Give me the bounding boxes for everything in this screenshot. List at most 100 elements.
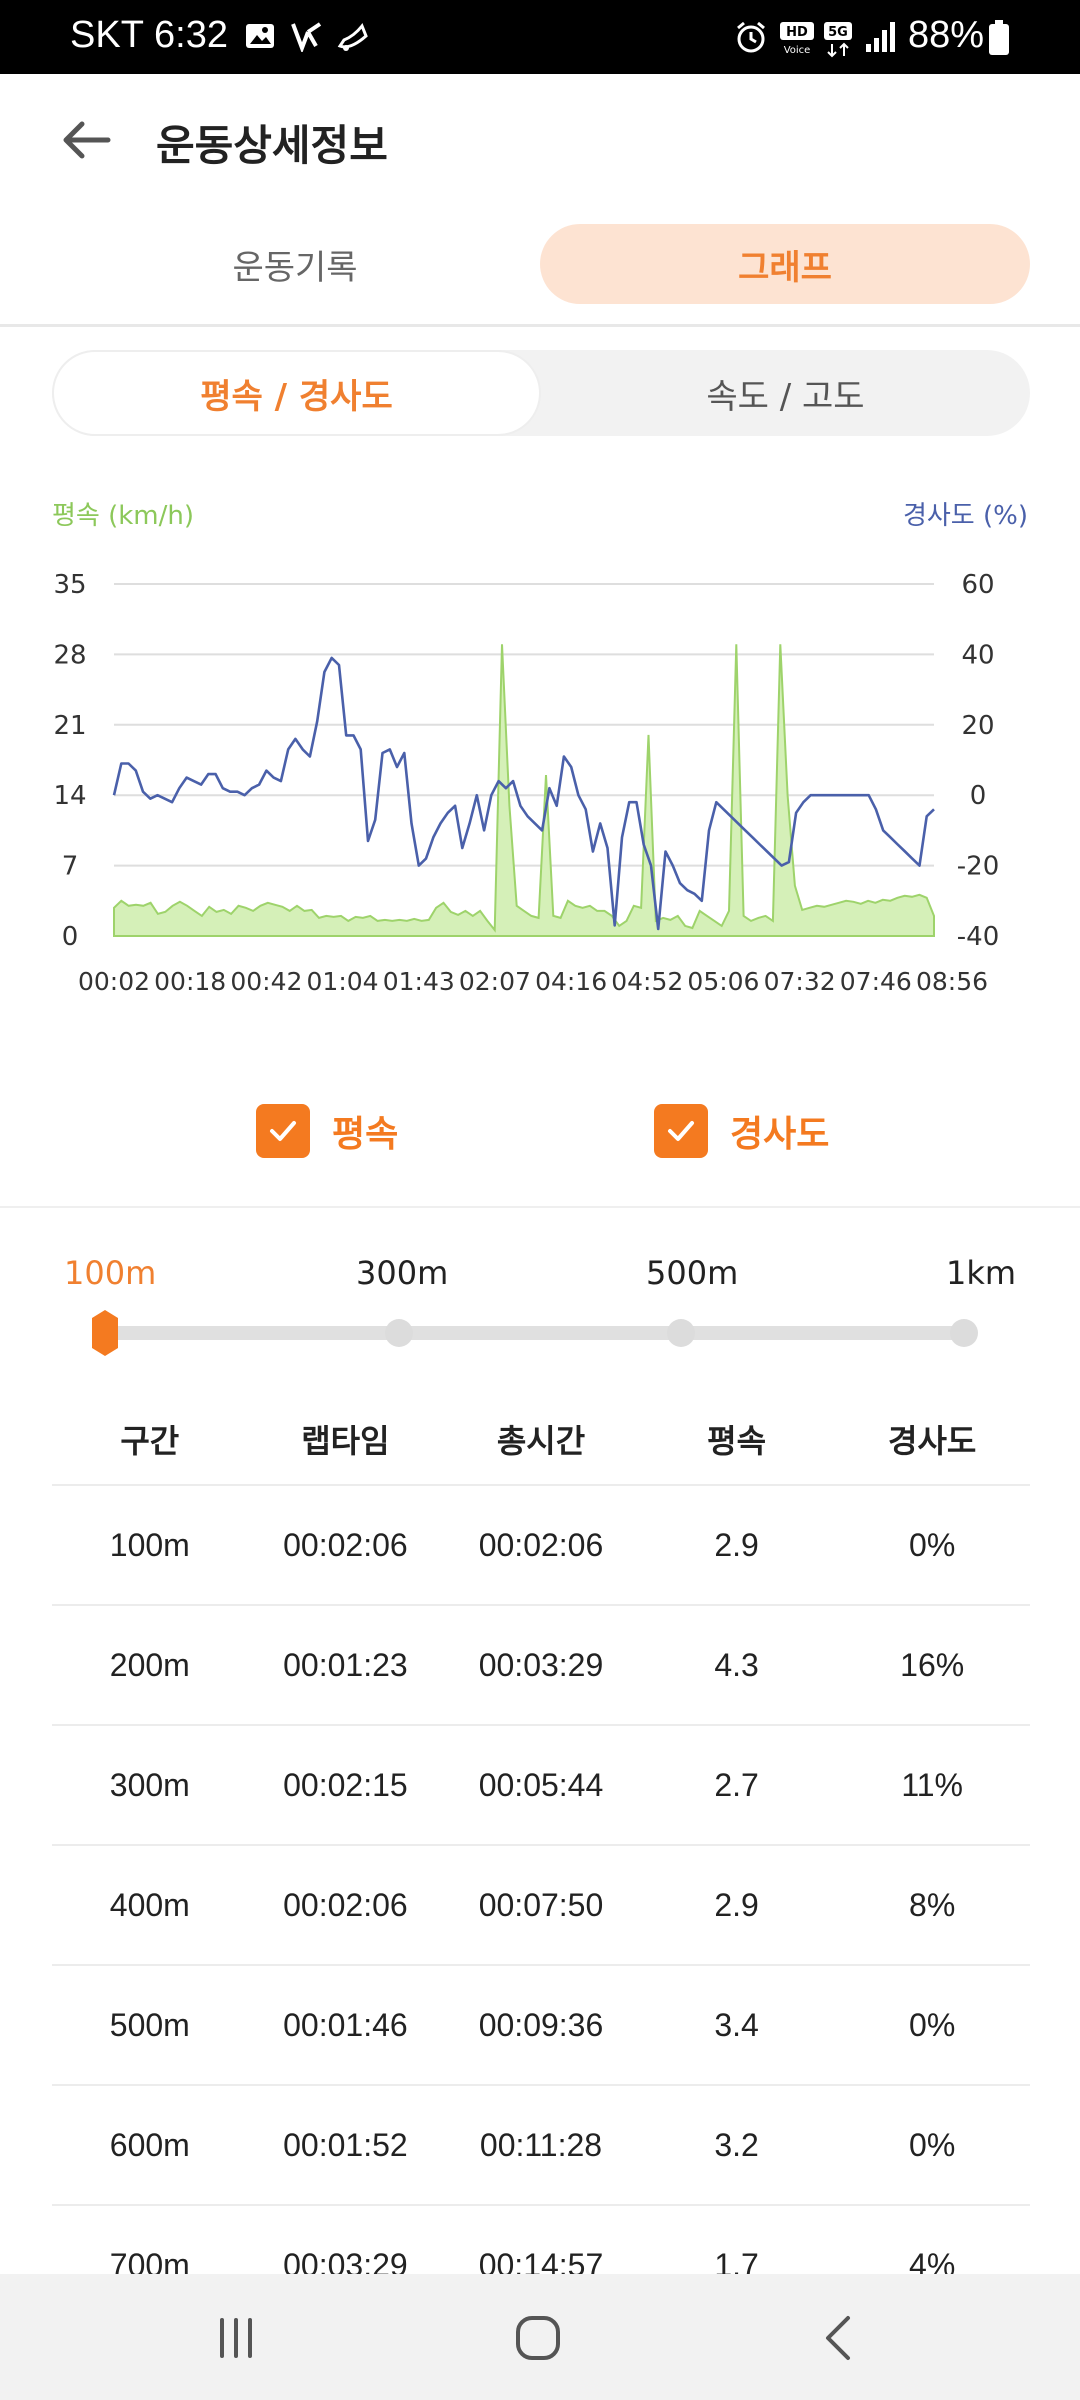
cell-avg-speed: 2.7 bbox=[714, 1766, 759, 1803]
speed-series bbox=[113, 644, 935, 937]
subtab-speed-altitude[interactable]: 속도 / 고도 bbox=[706, 376, 865, 417]
x-tick-label: 00:18 bbox=[154, 967, 226, 996]
checkmark-icon bbox=[668, 1121, 694, 1141]
right-axis-ticks: 60 40 20 0 -20 -40 bbox=[957, 570, 999, 952]
cell-avg-speed: 4.3 bbox=[714, 1646, 759, 1683]
cell-slope: 16% bbox=[900, 1646, 965, 1683]
svg-text:Voice: Voice bbox=[784, 45, 811, 56]
hd-voice-icon: HD Voice bbox=[780, 22, 814, 56]
table-row: 400m 00:02:06 00:07:50 2.9 8% bbox=[52, 1846, 1030, 1966]
subtab-speed-slope[interactable]: 평속 / 경사도 bbox=[52, 350, 541, 436]
chart-svg: 평속 (km/h) 경사도 (%) 35 28 21 14 7 0 60 40 20 0 -20 -… bbox=[52, 501, 1028, 996]
cell-slope: 0% bbox=[909, 2006, 956, 2043]
speed-toggle-label: 평속 bbox=[332, 1114, 399, 1155]
cell-avg-speed: 2.9 bbox=[714, 1886, 759, 1923]
cell-total-time: 00:09:36 bbox=[478, 2006, 604, 2043]
network-5g-icon: 5G bbox=[824, 22, 852, 58]
cell-lap-time: 00:02:06 bbox=[283, 1886, 408, 1923]
slider-stop-500m[interactable] bbox=[667, 1319, 695, 1347]
table-row: 300m 00:02:15 00:05:44 2.7 11% bbox=[52, 1726, 1030, 1846]
tabs-divider bbox=[0, 324, 1080, 327]
svg-text:HD: HD bbox=[786, 25, 808, 40]
col-header-total-time: 총시간 bbox=[496, 1422, 586, 1460]
speed-area bbox=[113, 644, 935, 937]
cell-lap-time: 00:01:52 bbox=[283, 2126, 408, 2163]
slider-stop-300m[interactable] bbox=[385, 1319, 413, 1347]
x-tick-label: 00:42 bbox=[230, 967, 302, 996]
app-header: 운동상세정보 bbox=[0, 74, 1080, 212]
left-tick-label: 14 bbox=[53, 781, 86, 811]
right-tick-label: -20 bbox=[957, 852, 999, 882]
x-tick-label: 04:52 bbox=[611, 967, 683, 996]
cell-total-time: 00:07:50 bbox=[478, 1886, 604, 1923]
clock: 6:32 bbox=[154, 14, 228, 56]
tab-exercise-records[interactable]: 운동기록 bbox=[232, 247, 358, 288]
tab-graph[interactable]: 그래프 bbox=[540, 224, 1030, 304]
slope-toggle[interactable]: 경사도 bbox=[654, 1102, 829, 1160]
x-tick-label: 05:06 bbox=[687, 967, 759, 996]
distance-option-300m[interactable]: 300m bbox=[356, 1254, 449, 1292]
cell-total-time: 00:02:06 bbox=[478, 1526, 604, 1563]
lap-table: 구간 랩타임 총시간 평속 경사도 100m 00:02:06 00:02:06… bbox=[52, 1394, 1030, 2326]
slope-line bbox=[112, 656, 935, 931]
table-header: 구간 랩타임 총시간 평속 경사도 bbox=[52, 1394, 1030, 1486]
recent-apps-icon[interactable] bbox=[206, 2310, 266, 2366]
right-tick-label: -40 bbox=[957, 922, 999, 952]
left-axis-ticks: 35 28 21 14 7 0 bbox=[53, 570, 86, 952]
table-row: 500m 00:01:46 00:09:36 3.4 0% bbox=[52, 1966, 1030, 2086]
battery-percent: 88% bbox=[908, 14, 985, 56]
x-tick-label: 04:16 bbox=[535, 967, 607, 996]
distance-option-100m[interactable]: 100m bbox=[64, 1254, 157, 1292]
right-tick-label: 0 bbox=[970, 781, 987, 811]
cell-lap-time: 00:01:23 bbox=[283, 1646, 408, 1683]
carrier-label: SKT bbox=[70, 14, 144, 56]
left-axis-label: 평속 (km/h) bbox=[52, 501, 194, 531]
speed-toggle[interactable]: 평속 bbox=[256, 1102, 398, 1160]
chart-grid bbox=[114, 583, 934, 937]
cell-section: 300m bbox=[109, 1766, 190, 1803]
cell-total-time: 00:11:28 bbox=[479, 2126, 603, 2163]
cell-total-time: 00:03:29 bbox=[478, 1646, 604, 1683]
speed-checkbox[interactable] bbox=[256, 1104, 310, 1158]
back-arrow-icon[interactable] bbox=[58, 112, 114, 168]
cell-section: 600m bbox=[109, 2126, 190, 2163]
col-header-lap-time: 랩타임 bbox=[301, 1422, 390, 1460]
cell-slope: 8% bbox=[909, 1886, 956, 1923]
distance-option-500m[interactable]: 500m bbox=[646, 1254, 739, 1292]
x-tick-label: 08:56 bbox=[916, 967, 988, 996]
home-icon[interactable] bbox=[508, 2310, 568, 2366]
section-divider bbox=[0, 1206, 1080, 1208]
left-tick-label: 21 bbox=[53, 711, 86, 741]
cell-lap-time: 00:02:15 bbox=[283, 1766, 408, 1803]
cell-section: 100m bbox=[109, 1526, 190, 1563]
left-tick-label: 7 bbox=[62, 852, 79, 882]
page-title: 운동상세정보 bbox=[156, 121, 388, 170]
x-tick-label: 00:02 bbox=[78, 967, 150, 996]
battery-icon bbox=[989, 20, 1009, 55]
status-bar: SKT 6:32 HD Voice 5G 88% bbox=[0, 0, 1080, 74]
cell-total-time: 00:05:44 bbox=[478, 1766, 604, 1803]
table-row: 100m 00:02:06 00:02:06 2.9 0% bbox=[52, 1486, 1030, 1606]
slider-stop-1km[interactable] bbox=[950, 1319, 978, 1347]
cell-slope: 0% bbox=[909, 1526, 956, 1563]
distance-slider-thumb[interactable] bbox=[88, 1310, 122, 1356]
table-row: 600m 00:01:52 00:11:28 3.2 0% bbox=[52, 2086, 1030, 2206]
alarm-icon bbox=[737, 21, 765, 53]
back-nav-icon[interactable] bbox=[810, 2310, 870, 2366]
cell-avg-speed: 3.4 bbox=[714, 2006, 759, 2043]
cell-lap-time: 00:01:46 bbox=[283, 2006, 408, 2043]
col-header-avg-speed: 평속 bbox=[707, 1422, 767, 1460]
graph-subtabs: 평속 / 경사도 속도 / 고도 bbox=[52, 350, 1030, 436]
speed-slope-chart: 평속 (km/h) 경사도 (%) 35 28 21 14 7 0 60 40 20 0 -20 -… bbox=[0, 490, 1080, 1010]
distance-slider-track[interactable] bbox=[104, 1326, 964, 1340]
x-tick-label: 07:32 bbox=[764, 967, 836, 996]
distance-option-1km[interactable]: 1km bbox=[946, 1254, 1017, 1292]
x-tick-label: 07:46 bbox=[840, 967, 912, 996]
right-tick-label: 20 bbox=[961, 711, 994, 741]
gallery-icon bbox=[246, 24, 274, 48]
right-tick-label: 60 bbox=[961, 570, 994, 600]
slope-checkbox[interactable] bbox=[654, 1104, 708, 1158]
left-tick-label: 28 bbox=[53, 640, 86, 670]
svg-text:5G: 5G bbox=[828, 25, 848, 40]
left-tick-label: 35 bbox=[53, 570, 86, 600]
